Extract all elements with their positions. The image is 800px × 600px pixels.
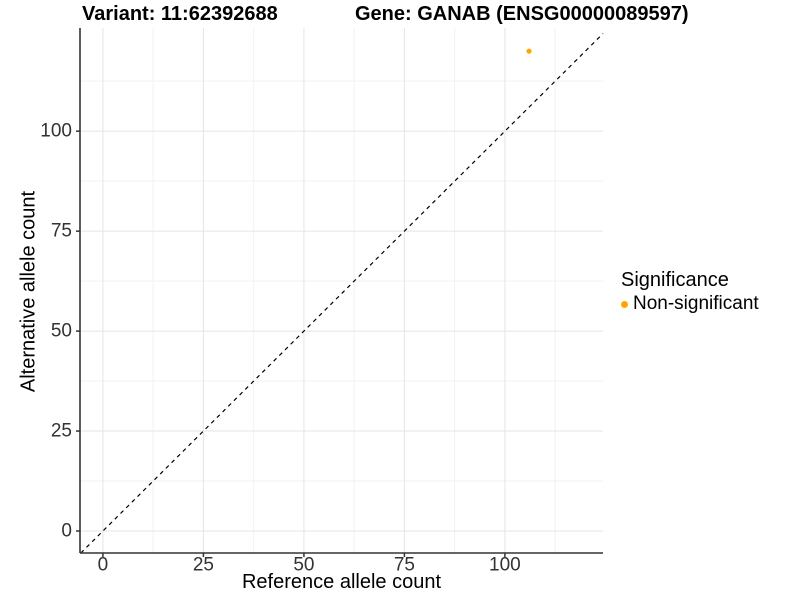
svg-text:100: 100 <box>40 121 72 142</box>
svg-text:25: 25 <box>51 421 72 442</box>
svg-text:100: 100 <box>489 555 521 576</box>
svg-text:25: 25 <box>193 555 214 576</box>
legend-item: Non-significant <box>621 293 759 315</box>
chart-title-variant: Variant: 11:62392688 <box>82 3 278 25</box>
x-axis-title: Reference allele count <box>241 571 441 593</box>
chart-title-gene: Gene: GANAB (ENSG00000089597) <box>355 3 689 25</box>
legend: Significance Non-significant <box>621 269 759 315</box>
svg-text:50: 50 <box>293 555 314 576</box>
legend-title: Significance <box>621 269 729 291</box>
svg-text:0: 0 <box>98 555 109 576</box>
y-axis-title: Alternative allele count <box>17 190 40 393</box>
svg-text:50: 50 <box>51 321 72 342</box>
svg-text:75: 75 <box>51 221 72 242</box>
svg-text:75: 75 <box>394 555 415 576</box>
legend-item-label: Non-significant <box>633 293 759 314</box>
svg-text:0: 0 <box>61 521 72 542</box>
point-key-icon <box>621 300 628 308</box>
